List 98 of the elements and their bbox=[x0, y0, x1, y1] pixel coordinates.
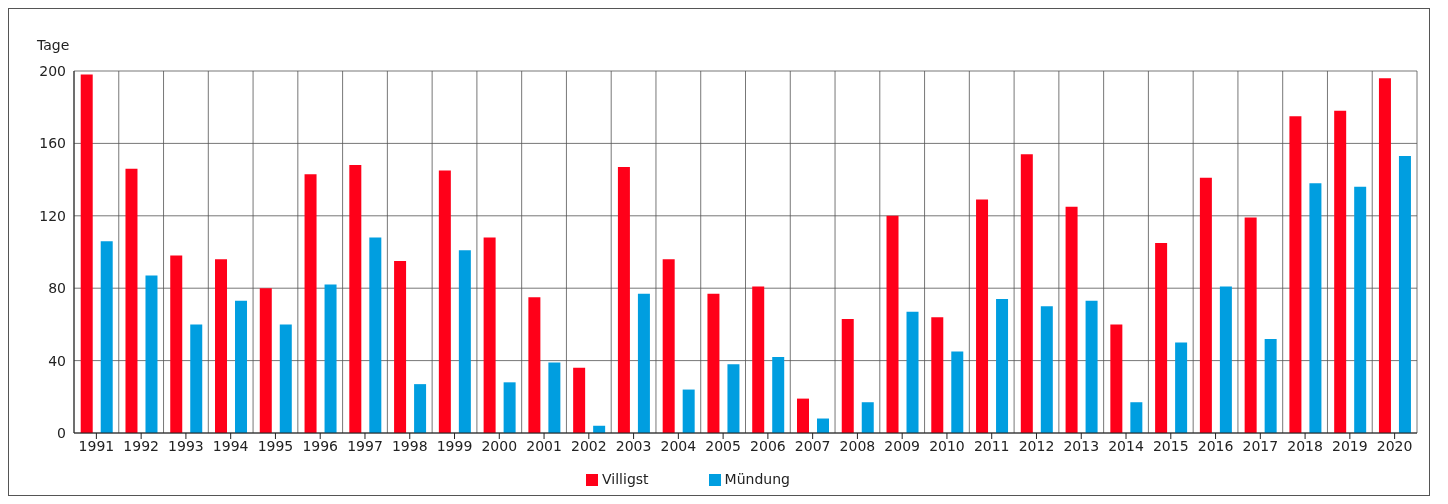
y-tick-label: 200 bbox=[39, 62, 66, 79]
bar bbox=[951, 351, 964, 433]
bar bbox=[682, 389, 695, 433]
y-tick-label: 0 bbox=[57, 424, 66, 441]
bar bbox=[259, 288, 272, 433]
x-tick-label: 2019 bbox=[1332, 437, 1368, 454]
bar bbox=[1334, 110, 1347, 433]
x-tick-label: 2013 bbox=[1063, 437, 1100, 454]
x-tick-label: 1993 bbox=[168, 437, 204, 454]
bar bbox=[503, 382, 516, 433]
x-tick-label: 1996 bbox=[302, 437, 339, 454]
bar bbox=[861, 402, 874, 433]
bar bbox=[796, 398, 809, 433]
bar bbox=[1199, 177, 1212, 433]
x-tick-label: 2006 bbox=[750, 437, 786, 454]
bar bbox=[1020, 154, 1033, 433]
x-tick-label: 1991 bbox=[78, 437, 115, 454]
y-tick-label: 40 bbox=[48, 352, 66, 369]
x-tick-label: 2015 bbox=[1152, 437, 1189, 454]
bar bbox=[1175, 342, 1188, 433]
x-tick-label: 2000 bbox=[481, 437, 518, 454]
bar bbox=[976, 199, 989, 433]
bar bbox=[1130, 402, 1143, 433]
x-tick-label: 2005 bbox=[705, 437, 741, 454]
bar bbox=[931, 317, 944, 433]
x-tick-label: 1994 bbox=[212, 437, 249, 454]
bar bbox=[438, 170, 451, 433]
bar bbox=[727, 364, 740, 433]
x-tick-label: 2008 bbox=[839, 437, 876, 454]
bar bbox=[548, 362, 561, 433]
x-tick-label: 2009 bbox=[884, 437, 920, 454]
bar bbox=[1398, 156, 1411, 433]
bar bbox=[906, 311, 919, 433]
bar bbox=[996, 299, 1009, 433]
bar bbox=[617, 166, 630, 433]
x-tick-label: 2003 bbox=[615, 437, 652, 454]
bar bbox=[80, 74, 93, 433]
x-tick-label: 2012 bbox=[1018, 437, 1055, 454]
x-tick-label: 2016 bbox=[1197, 437, 1234, 454]
bar bbox=[752, 286, 765, 433]
x-tick-label: 1997 bbox=[347, 437, 383, 454]
x-tick-label: 1995 bbox=[257, 437, 294, 454]
bar bbox=[637, 293, 650, 433]
bar bbox=[349, 165, 362, 433]
bar bbox=[1155, 242, 1168, 433]
bar bbox=[458, 250, 471, 433]
x-tick-label: 2018 bbox=[1287, 437, 1323, 454]
bar bbox=[1289, 116, 1302, 433]
bar bbox=[841, 318, 854, 433]
bar bbox=[394, 261, 407, 433]
x-tick-label: 2004 bbox=[660, 437, 697, 454]
bar bbox=[170, 255, 183, 433]
bar bbox=[1244, 217, 1257, 433]
x-tick-label: 2010 bbox=[929, 437, 965, 454]
bar bbox=[662, 259, 675, 433]
bar bbox=[414, 384, 427, 433]
x-tick-label: 2011 bbox=[973, 437, 1010, 454]
x-tick-label: 2020 bbox=[1376, 437, 1413, 454]
bar bbox=[279, 324, 292, 433]
x-tick-label: 2017 bbox=[1242, 437, 1279, 454]
bar bbox=[304, 174, 317, 433]
bar bbox=[1040, 306, 1053, 433]
bar bbox=[707, 293, 720, 433]
y-tick-label: 80 bbox=[48, 280, 66, 297]
bar bbox=[573, 367, 586, 433]
legend-label: Mündung bbox=[724, 471, 790, 487]
bar bbox=[324, 284, 337, 433]
bar bbox=[1309, 183, 1322, 433]
bar bbox=[215, 259, 228, 433]
bar bbox=[1264, 338, 1277, 433]
x-tick-label: 2014 bbox=[1108, 437, 1144, 454]
bar bbox=[145, 275, 158, 433]
y-tick-label: 160 bbox=[39, 135, 66, 152]
x-tick-label: 2007 bbox=[794, 437, 831, 454]
bar bbox=[528, 297, 541, 433]
bar bbox=[1065, 206, 1078, 433]
bar bbox=[1219, 286, 1232, 433]
bar bbox=[235, 300, 248, 433]
x-tick-label: 1998 bbox=[391, 437, 428, 454]
bar bbox=[1110, 324, 1123, 433]
bar bbox=[772, 356, 785, 433]
x-tick-label: 1992 bbox=[123, 437, 159, 454]
bar bbox=[125, 168, 138, 433]
bar bbox=[483, 237, 496, 433]
bar bbox=[1378, 78, 1391, 433]
bar bbox=[190, 324, 203, 433]
bar bbox=[816, 418, 829, 433]
x-tick-label: 1999 bbox=[436, 437, 473, 454]
bar bbox=[886, 215, 899, 433]
bar bbox=[1085, 300, 1098, 433]
legend-label: Villigst bbox=[602, 471, 649, 487]
y-axis-title: Tage bbox=[37, 37, 70, 53]
y-tick-label: 120 bbox=[39, 207, 66, 224]
x-tick-label: 2001 bbox=[526, 437, 562, 454]
bar bbox=[100, 241, 113, 433]
x-tick-label: 2002 bbox=[571, 437, 607, 454]
bar bbox=[369, 237, 382, 433]
bar bbox=[1354, 186, 1367, 433]
